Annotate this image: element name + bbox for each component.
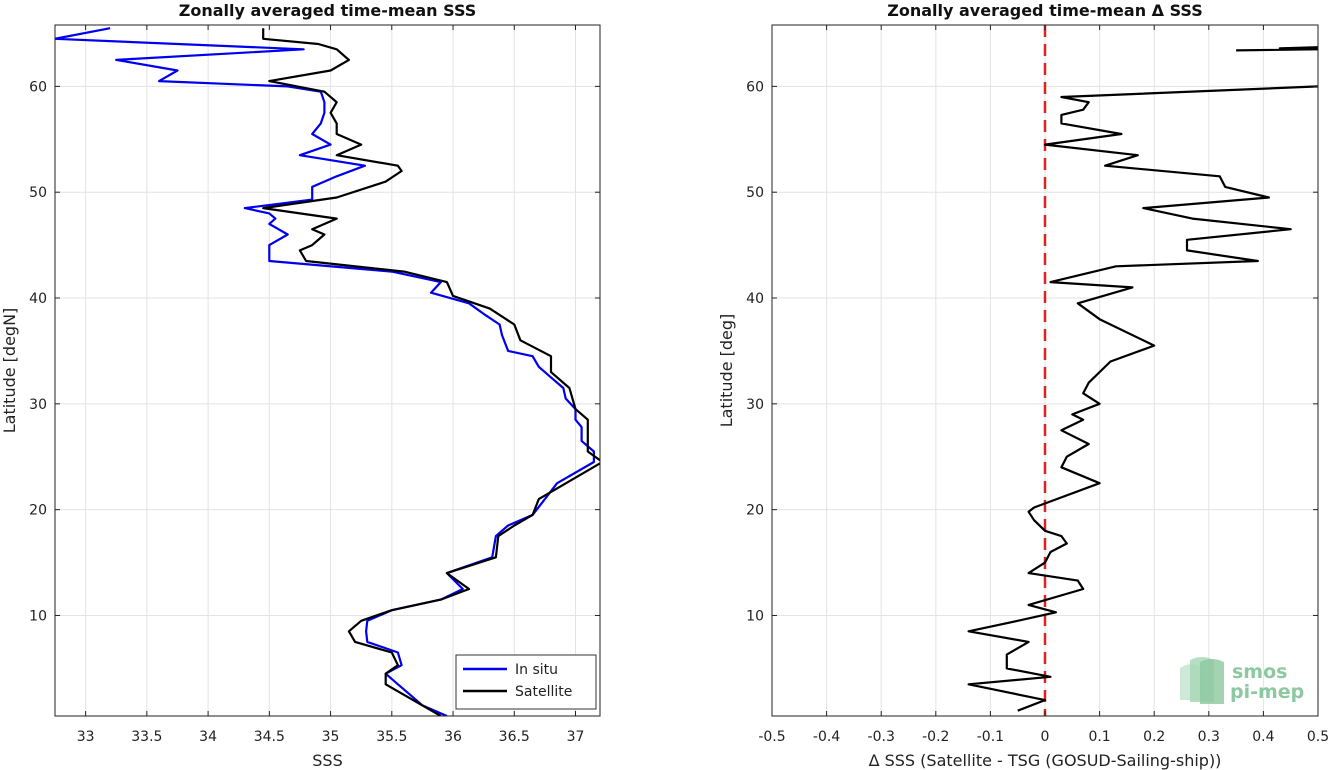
x-tick-label: 0.5: [1307, 729, 1329, 745]
series-line-satellite: [262, 28, 600, 716]
x-tick-label: 35.5: [376, 729, 407, 745]
x-tick-label: 0: [1041, 729, 1050, 745]
y-tick-label: 60: [746, 79, 764, 95]
chart-title: Zonally averaged time-mean Δ SSS: [887, 1, 1203, 20]
x-tick-label: 0.2: [1143, 729, 1165, 745]
delta-sss-panel: -0.5 -0.4 -0.3 -0.2 -0.1 0 0.1 0.2 0.3 0.4 0.5 10 2…: [717, 1, 1329, 770]
x-tick-labels: -0.5 -0.4 -0.3 -0.2 -0.1 0 0.1 0.2 0.3 0.4 0.5: [758, 25, 1329, 745]
x-tick-label: 36: [444, 729, 462, 745]
logo-text-smos: smos: [1232, 661, 1287, 683]
y-tick-label: 40: [746, 291, 764, 307]
x-tick-label: -0.3: [868, 729, 895, 745]
logo-mark-icon: [1180, 657, 1224, 704]
legend-box: [455, 654, 597, 710]
y-tick-label: 40: [29, 291, 47, 307]
chart-title: Zonally averaged time-mean SSS: [179, 1, 477, 20]
y-tick-label: 20: [29, 503, 47, 519]
x-tick-label: -0.5: [758, 729, 785, 745]
smos-pi-mep-logo: smos pi-mep: [1180, 657, 1304, 704]
y-tick-label: 20: [746, 503, 764, 519]
plot-frame: [54, 24, 601, 717]
y-tick-label: 30: [746, 397, 764, 413]
legend-label-in-situ: In situ: [515, 662, 558, 678]
grid-lines: [55, 25, 600, 716]
x-tick-label: 34.5: [254, 729, 285, 745]
x-tick-label: -0.2: [922, 729, 949, 745]
x-tick-label: -0.4: [813, 729, 840, 745]
x-tick-label: 33.5: [131, 729, 162, 745]
x-tick-label: -0.1: [977, 729, 1004, 745]
x-tick-label: 33: [77, 729, 95, 745]
y-tick-label: 50: [746, 185, 764, 201]
y-tick-label: 10: [746, 608, 764, 624]
y-tick-label: 30: [29, 397, 47, 413]
y-tick-labels: 10 20 30 40 50 60: [746, 79, 1318, 624]
legend-label-satellite: Satellite: [515, 684, 572, 700]
y-tick-label: 10: [29, 608, 47, 624]
series-line-in-situ: [55, 27, 596, 716]
series-line-1: [1236, 46, 1318, 52]
x-tick-label: 0.4: [1252, 729, 1274, 745]
x-tick-labels: 33 33.5 34 34.5 35 35.5 36 36.5 37: [77, 25, 585, 745]
x-tick-label: 37: [567, 729, 585, 745]
x-tick-label: 34: [199, 729, 217, 745]
y-axis-label: Latitude [degN]: [0, 308, 19, 434]
y-tick-label: 50: [29, 185, 47, 201]
y-tick-labels: 10 20 30 40 50 60: [29, 79, 600, 624]
series-line-0: [967, 85, 1318, 712]
legend: In situ Satellite: [455, 654, 597, 710]
y-tick-label: 60: [29, 79, 47, 95]
x-tick-label: 35: [322, 729, 340, 745]
x-tick-label: 36.5: [499, 729, 530, 745]
data-series: [55, 27, 600, 716]
x-tick-label: 0.3: [1198, 729, 1220, 745]
sss-profile-panel: 33 33.5 34 34.5 35 35.5 36 36.5 37 102030405060 …: [0, 1, 601, 770]
logo-text-pi-mep: pi-mep: [1230, 681, 1304, 703]
x-tick-label: 0.1: [1088, 729, 1110, 745]
data-series: [967, 46, 1318, 712]
x-axis-label: SSS: [312, 751, 342, 770]
x-axis-label: Δ SSS (Satellite - TSG (GOSUD-Sailing-sh…: [869, 751, 1222, 770]
y-axis-label: Latitude [deg]: [717, 314, 736, 428]
